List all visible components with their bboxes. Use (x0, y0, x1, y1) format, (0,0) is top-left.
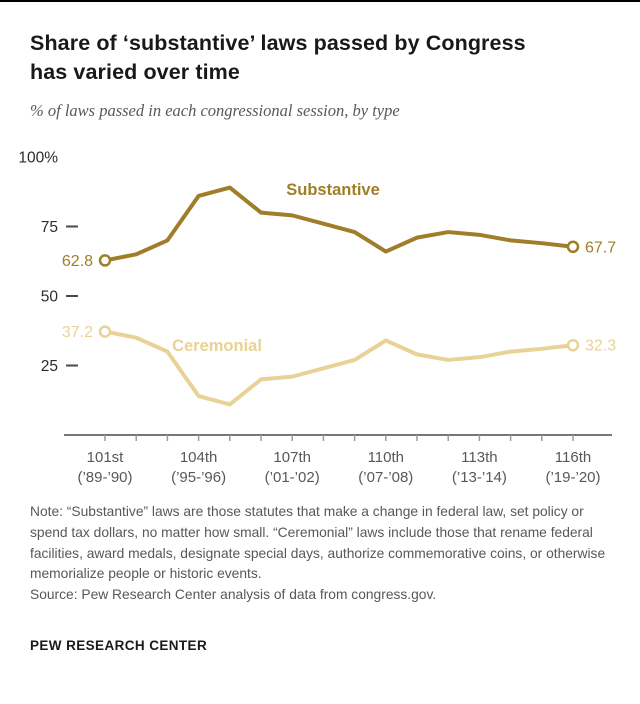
pew-research-center-wordmark: PEW RESEARCH CENTER (30, 637, 208, 653)
value-label-substantive: 62.8 (62, 253, 93, 270)
value-label-ceremonial: 32.3 (585, 338, 616, 355)
chart-svg: 100% 75 50 25 101st (’89-’90) 104th (’95-’96) 10… (18, 150, 616, 487)
endpoint-marker-ceremonial (98, 325, 112, 339)
chart-subtitle: % of laws passed in each congressional s… (30, 101, 400, 121)
x-axis-label-session: 110th (368, 449, 404, 466)
y-axis-label: 75 (41, 219, 58, 236)
top-rule (0, 0, 640, 2)
y-axis-label: 100% (18, 150, 58, 167)
x-axis-label-session: 101st (87, 449, 125, 466)
x-axis-label-session: 113th (461, 449, 497, 466)
y-axis-label: 25 (41, 358, 58, 375)
value-label-substantive: 67.7 (585, 239, 616, 256)
series-label-substantive: Substantive (286, 181, 380, 199)
x-axis-label-years: (’01-’02) (265, 469, 320, 486)
title-line-1: Share of ‘substantive’ laws passed by Co… (30, 31, 526, 55)
endpoint-marker-substantive (98, 254, 112, 267)
page-title: Share of ‘substantive’ laws passed by Co… (30, 29, 610, 86)
series-line-ceremonial (103, 329, 575, 407)
x-axis-label-years: (’19-’20) (545, 469, 600, 486)
source-text: Source: Pew Research Center analysis of … (30, 586, 437, 602)
header: Share of ‘substantive’ laws passed by Co… (0, 29, 640, 121)
footnotes: Note: “Substantive” laws are those statu… (0, 502, 640, 652)
x-axis-label-session: 107th (273, 449, 311, 466)
note-text: Note: “Substantive” laws are those statu… (30, 504, 606, 582)
x-axis-label-years: (’89-’90) (77, 469, 132, 486)
x-axis-label-years: (’07-’08) (358, 469, 413, 486)
value-label-ceremonial: 37.2 (62, 324, 93, 341)
x-axis-label-years: (’13-’14) (452, 469, 507, 486)
x-axis-label-session: 116th (555, 449, 591, 466)
endpoint-marker-ceremonial (566, 339, 580, 352)
title-line-2: has varied over time (30, 59, 240, 84)
x-axis-label-years: (’95-’96) (171, 469, 226, 486)
endpoint-marker-substantive (566, 240, 580, 254)
x-axis-label-session: 104th (180, 449, 218, 466)
series-label-ceremonial: Ceremonial (172, 337, 262, 355)
y-axis-label: 50 (41, 289, 59, 306)
series-line-substantive (103, 185, 575, 263)
